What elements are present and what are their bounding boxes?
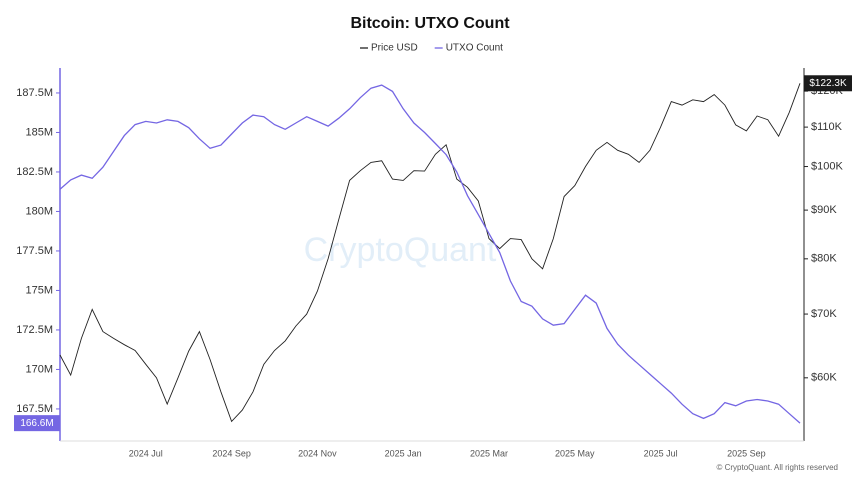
chart-title: Bitcoin: UTXO Count xyxy=(350,15,510,32)
last-value-label: $122.3K xyxy=(809,78,847,89)
x-tick-label: 2025 Jan xyxy=(385,448,422,458)
footer: © CryptoQuant. All rights reserved xyxy=(717,463,839,472)
legend-label: UTXO Count xyxy=(446,43,503,54)
y-tick-label: 185M xyxy=(25,126,53,138)
series-line xyxy=(59,83,801,423)
x-tick-label: 2025 Sep xyxy=(727,448,766,458)
series-line xyxy=(59,84,801,424)
x-tick-label: 2024 Sep xyxy=(212,448,251,458)
y-tick-label: 167.5M xyxy=(16,403,53,415)
x-tick-label: 2024 Jul xyxy=(129,448,163,458)
y-tick-label: 170M xyxy=(25,363,53,375)
last-value-label: 166.6M xyxy=(20,418,53,429)
watermark: CryptoQuant xyxy=(304,231,497,269)
y2-tick-label: $80K xyxy=(811,253,837,265)
y-tick-label: 187.5M xyxy=(16,87,53,99)
y2-tick-label: $110K xyxy=(811,121,843,133)
last-value-box xyxy=(14,415,60,432)
x-tick-label: 2024 Nov xyxy=(298,448,337,458)
y-tick-label: 172.5M xyxy=(16,324,53,336)
legend-label: Price USD xyxy=(371,43,418,54)
y2-tick-label: $100K xyxy=(811,160,843,172)
x-tick-label: 2025 Mar xyxy=(470,448,508,458)
y2-tick-label: $70K xyxy=(811,308,837,320)
y2-tick-label: $90K xyxy=(811,204,837,216)
y-tick-label: 180M xyxy=(25,205,53,217)
x-tick-label: 2025 Jul xyxy=(644,448,678,458)
y-tick-label: 182.5M xyxy=(16,166,53,178)
last-value-box xyxy=(804,75,852,92)
x-tick-label: 2025 May xyxy=(555,448,595,458)
y2-tick-label: $60K xyxy=(811,372,837,384)
y-tick-label: 177.5M xyxy=(16,245,53,257)
y-tick-label: 175M xyxy=(25,284,53,296)
